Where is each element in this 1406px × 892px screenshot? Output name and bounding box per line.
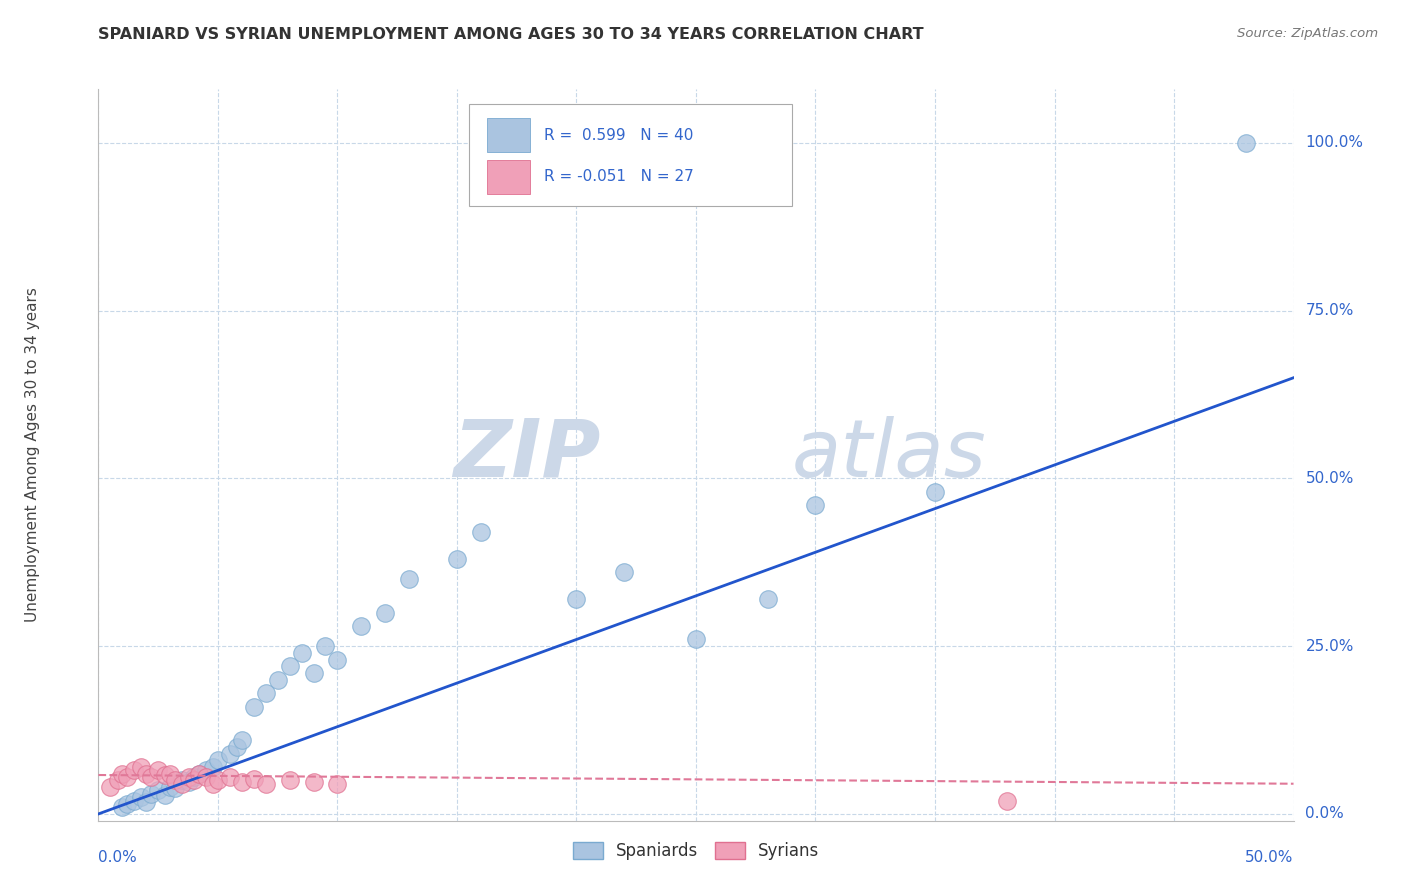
Point <box>172 777 194 791</box>
Text: 50.0%: 50.0% <box>1246 850 1294 865</box>
Legend: Spaniards, Syrians: Spaniards, Syrians <box>565 836 827 867</box>
Point <box>302 665 325 680</box>
Point <box>187 766 209 780</box>
Point <box>131 790 153 805</box>
Text: SPANIARD VS SYRIAN UNEMPLOYMENT AMONG AGES 30 TO 34 YEARS CORRELATION CHART: SPANIARD VS SYRIAN UNEMPLOYMENT AMONG AG… <box>98 27 924 42</box>
Point <box>243 699 266 714</box>
Point <box>159 780 181 794</box>
Point <box>219 747 242 761</box>
Text: 50.0%: 50.0% <box>1305 471 1354 486</box>
Point <box>139 770 162 784</box>
Point <box>278 773 301 788</box>
Point <box>163 773 186 788</box>
Point <box>124 793 146 807</box>
Point <box>159 766 181 780</box>
Point <box>278 659 301 673</box>
Point <box>179 770 201 784</box>
FancyBboxPatch shape <box>470 103 792 206</box>
Point <box>148 764 170 778</box>
Point <box>302 774 325 789</box>
Point <box>115 797 138 811</box>
Text: 100.0%: 100.0% <box>1305 136 1364 151</box>
Point <box>326 777 349 791</box>
Point <box>207 773 229 788</box>
Point <box>374 606 396 620</box>
Point <box>107 773 129 788</box>
Text: 0.0%: 0.0% <box>1305 806 1344 822</box>
Point <box>470 525 492 540</box>
FancyBboxPatch shape <box>486 119 530 153</box>
Point <box>565 592 588 607</box>
Point <box>111 800 134 814</box>
Text: Unemployment Among Ages 30 to 34 years: Unemployment Among Ages 30 to 34 years <box>25 287 41 623</box>
Point <box>231 774 253 789</box>
Text: 75.0%: 75.0% <box>1305 303 1354 318</box>
Point <box>254 777 277 791</box>
Point <box>183 773 205 788</box>
Point <box>124 764 146 778</box>
Point <box>219 770 242 784</box>
Point <box>350 619 373 633</box>
Point <box>207 753 229 767</box>
Point <box>135 795 157 809</box>
Text: Source: ZipAtlas.com: Source: ZipAtlas.com <box>1237 27 1378 40</box>
Point <box>685 632 707 647</box>
Point <box>172 773 194 788</box>
Point <box>187 766 209 780</box>
Point <box>226 739 249 754</box>
Point <box>98 780 122 794</box>
Point <box>148 783 170 797</box>
Text: 0.0%: 0.0% <box>98 850 138 865</box>
Point <box>398 572 420 586</box>
Point <box>135 766 157 780</box>
Text: atlas: atlas <box>792 416 987 494</box>
Text: ZIP: ZIP <box>453 416 600 494</box>
Point <box>202 760 225 774</box>
Point <box>155 768 177 782</box>
Point <box>804 498 827 512</box>
Point <box>202 777 225 791</box>
Point <box>131 760 153 774</box>
Point <box>194 764 217 778</box>
Point <box>194 770 217 784</box>
Point <box>115 770 138 784</box>
Point <box>924 484 946 499</box>
Point <box>446 552 468 566</box>
Point <box>315 639 337 653</box>
Point <box>231 733 253 747</box>
Point <box>756 592 779 607</box>
Text: R = -0.051   N = 27: R = -0.051 N = 27 <box>544 169 695 185</box>
Text: 25.0%: 25.0% <box>1305 639 1354 654</box>
FancyBboxPatch shape <box>486 161 530 194</box>
Point <box>111 766 134 780</box>
Point <box>995 793 1018 807</box>
Point <box>267 673 290 687</box>
Point <box>139 787 162 801</box>
Point <box>326 652 349 666</box>
Point <box>290 646 312 660</box>
Text: R =  0.599   N = 40: R = 0.599 N = 40 <box>544 128 693 143</box>
Point <box>613 566 636 580</box>
Point <box>243 772 266 786</box>
Point <box>155 788 177 802</box>
Point <box>183 770 205 784</box>
Point <box>163 781 186 796</box>
Point <box>179 774 201 789</box>
Point <box>1234 136 1257 150</box>
Point <box>254 686 277 700</box>
